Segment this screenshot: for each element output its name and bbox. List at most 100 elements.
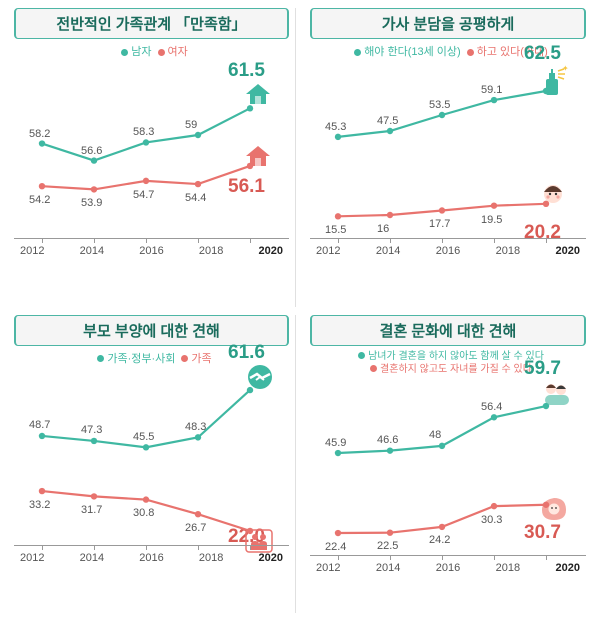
series-marker — [195, 132, 201, 138]
x-axis-labels: 20122014201620182020 — [14, 552, 289, 564]
x-label: 2014 — [376, 245, 400, 257]
line-chart-svg — [14, 368, 286, 568]
series-marker — [143, 178, 149, 184]
x-label: 2012 — [316, 562, 340, 574]
series-marker — [543, 88, 549, 94]
x-label: 2020 — [259, 245, 283, 257]
series-line — [42, 108, 250, 160]
series-marker — [91, 186, 97, 192]
x-label: 2020 — [556, 562, 580, 574]
x-label: 2012 — [316, 245, 340, 257]
series-marker — [91, 157, 97, 163]
chart-area: 48.747.345.548.361.633.231.730.826.722.0… — [14, 368, 289, 568]
x-label: 2016 — [139, 552, 163, 564]
legend-dot-icon — [121, 49, 128, 56]
x-axis-line — [14, 545, 289, 546]
series-marker — [439, 207, 445, 213]
x-tick — [390, 238, 391, 243]
x-tick — [94, 238, 95, 243]
series-marker — [39, 140, 45, 146]
series-marker — [491, 202, 497, 208]
x-tick — [494, 238, 495, 243]
legend-label: 남녀가 결혼을 하지 않아도 함께 살 수 있다 — [368, 351, 544, 362]
x-tick — [442, 238, 443, 243]
x-label: 2014 — [80, 245, 104, 257]
series-line — [42, 166, 250, 189]
series-marker — [439, 112, 445, 118]
line-chart-svg — [14, 61, 286, 261]
legend-label: 가족 — [191, 353, 211, 365]
x-tick — [442, 555, 443, 560]
series-marker — [195, 434, 201, 440]
chart-panel-2: 부모 부양에 대한 견해가족·정부·사회가족48.747.345.548.361… — [8, 315, 296, 614]
legend-dot-icon — [181, 355, 188, 362]
series-marker — [91, 493, 97, 499]
legend-label: 가족·정부·사회 — [107, 353, 175, 365]
legend-dot-icon — [158, 49, 165, 56]
x-label: 2018 — [199, 245, 223, 257]
x-tick — [198, 238, 199, 243]
series-marker — [491, 502, 497, 508]
series-marker — [247, 386, 253, 392]
legend-dot-icon — [370, 365, 377, 372]
x-axis-labels: 2012 2014 2016 2018 2020 — [14, 245, 289, 257]
x-tick — [250, 545, 251, 550]
series-marker — [335, 449, 341, 455]
x-tick — [338, 238, 339, 243]
series-marker — [491, 97, 497, 103]
series-marker — [543, 402, 549, 408]
x-label: 2012 — [20, 552, 44, 564]
line-chart-svg — [310, 61, 582, 261]
x-tick — [546, 238, 547, 243]
legend-dot-icon — [354, 49, 361, 56]
series-marker — [387, 128, 393, 134]
series-line — [42, 390, 250, 447]
x-tick — [42, 545, 43, 550]
chart-panel-0: 전반적인 가족관계 「만족함」 남자여자 58.256.658.35961.554.… — [8, 8, 296, 307]
series-marker — [543, 501, 549, 507]
series-marker — [143, 139, 149, 145]
x-label: 2020 — [259, 552, 283, 564]
series-marker — [335, 213, 341, 219]
legend: 남자여자 — [14, 43, 289, 59]
panel-title: 전반적인 가족관계 「만족함」 — [14, 8, 289, 39]
x-tick — [198, 545, 199, 550]
chart-panel-3: 결혼 문화에 대한 견해남녀가 결혼을 하지 않아도 함께 살 수 있다결혼하지… — [304, 315, 592, 614]
series-marker — [491, 414, 497, 420]
series-marker — [247, 527, 253, 533]
panel-title: 결혼 문화에 대한 견해 — [310, 315, 586, 346]
x-tick — [146, 238, 147, 243]
series-marker — [39, 432, 45, 438]
x-label: 2020 — [556, 245, 580, 257]
legend-dot-icon — [358, 352, 365, 359]
x-label: 2016 — [436, 245, 460, 257]
x-tick — [546, 555, 547, 560]
x-tick — [494, 555, 495, 560]
legend-label: 해야 한다(13세 이상) — [364, 46, 461, 58]
x-tick — [146, 545, 147, 550]
x-label: 2012 — [20, 245, 44, 257]
series-marker — [143, 496, 149, 502]
x-label: 2016 — [436, 562, 460, 574]
x-label: 2014 — [80, 552, 104, 564]
series-marker — [143, 444, 149, 450]
line-chart-svg — [310, 378, 582, 578]
series-marker — [543, 201, 549, 207]
series-marker — [387, 529, 393, 535]
end-value-label: 61.6 — [228, 342, 265, 364]
legend-label: 남자 — [131, 46, 151, 58]
series-marker — [387, 447, 393, 453]
x-label: 2016 — [139, 245, 163, 257]
x-label: 2018 — [496, 245, 520, 257]
legend-dot-icon — [467, 49, 474, 56]
series-marker — [439, 442, 445, 448]
series-marker — [335, 529, 341, 535]
x-tick — [250, 238, 251, 243]
x-label: 2018 — [496, 562, 520, 574]
x-tick — [390, 555, 391, 560]
x-tick — [94, 545, 95, 550]
series-marker — [39, 183, 45, 189]
chart-area: 58.256.658.35961.554.253.954.754.456.120… — [14, 61, 289, 261]
series-marker — [247, 163, 253, 169]
panel-title: 가사 분담을 공평하게 — [310, 8, 586, 39]
